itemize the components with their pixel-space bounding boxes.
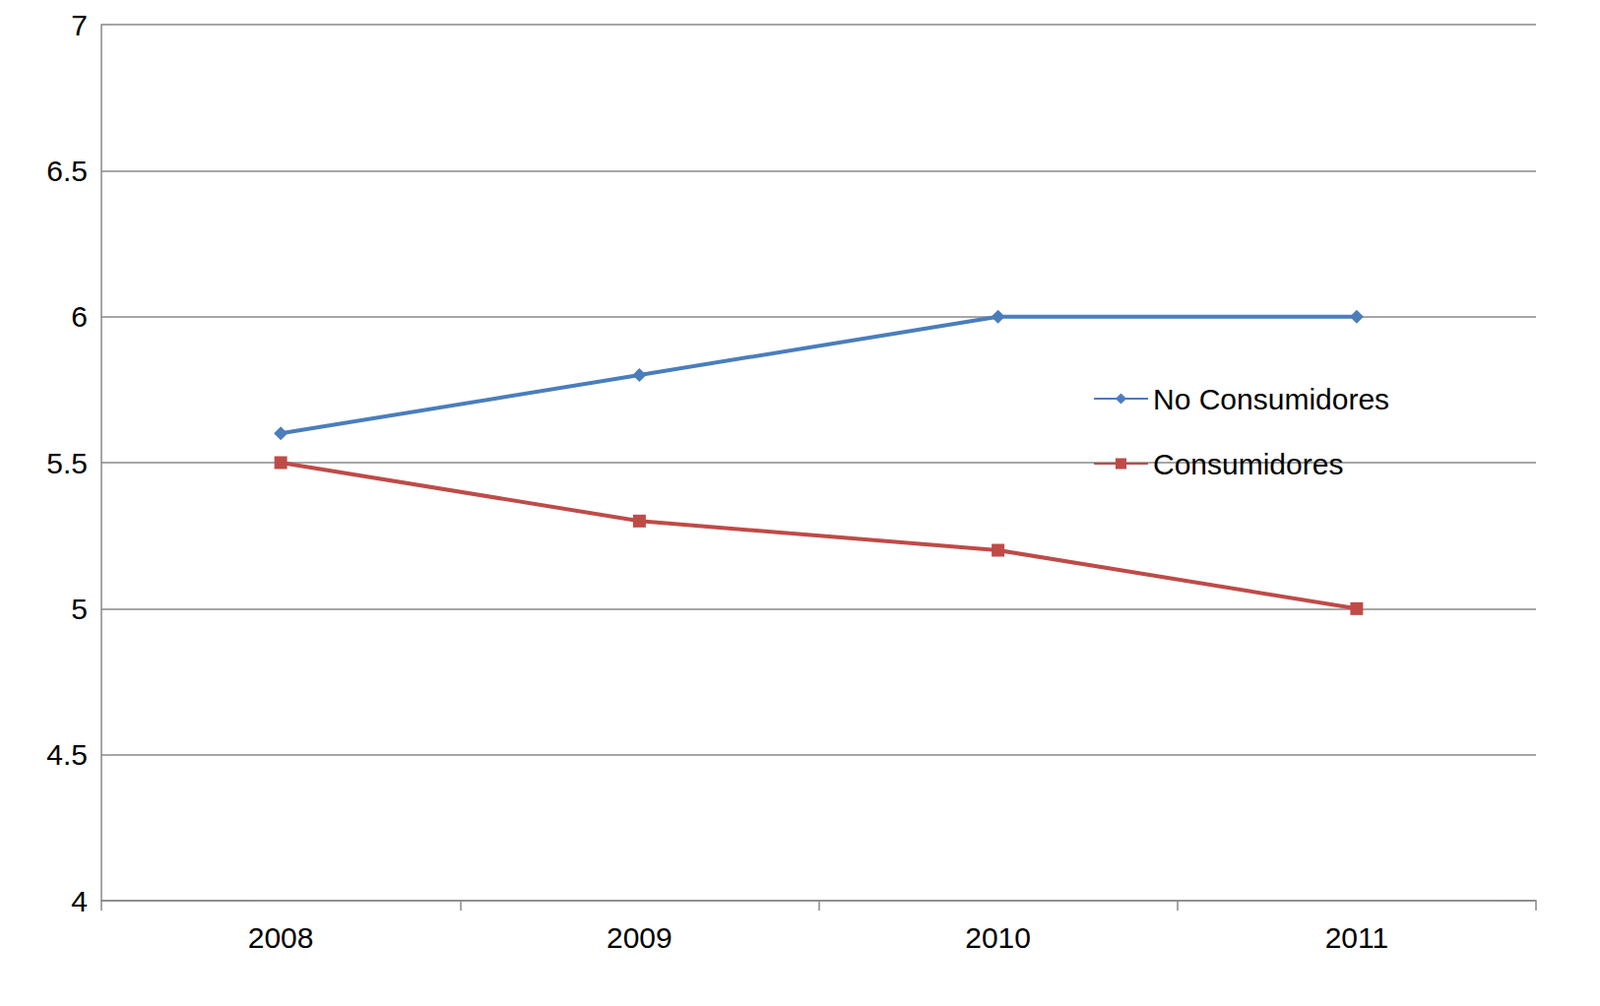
- svg-text:4.5: 4.5: [46, 738, 88, 771]
- svg-text:2010: 2010: [964, 921, 1031, 955]
- svg-text:2009: 2009: [606, 921, 673, 955]
- svg-text:Consumidores: Consumidores: [1152, 448, 1344, 481]
- svg-text:2008: 2008: [248, 921, 315, 955]
- svg-text:4: 4: [70, 885, 88, 918]
- svg-text:6: 6: [70, 300, 88, 333]
- svg-text:2011: 2011: [1325, 921, 1390, 955]
- svg-text:6.5: 6.5: [46, 154, 88, 188]
- svg-text:5.5: 5.5: [46, 447, 88, 480]
- svg-text:No Consumidores: No Consumidores: [1152, 383, 1390, 416]
- svg-text:7: 7: [70, 8, 88, 42]
- svg-text:5: 5: [70, 592, 88, 626]
